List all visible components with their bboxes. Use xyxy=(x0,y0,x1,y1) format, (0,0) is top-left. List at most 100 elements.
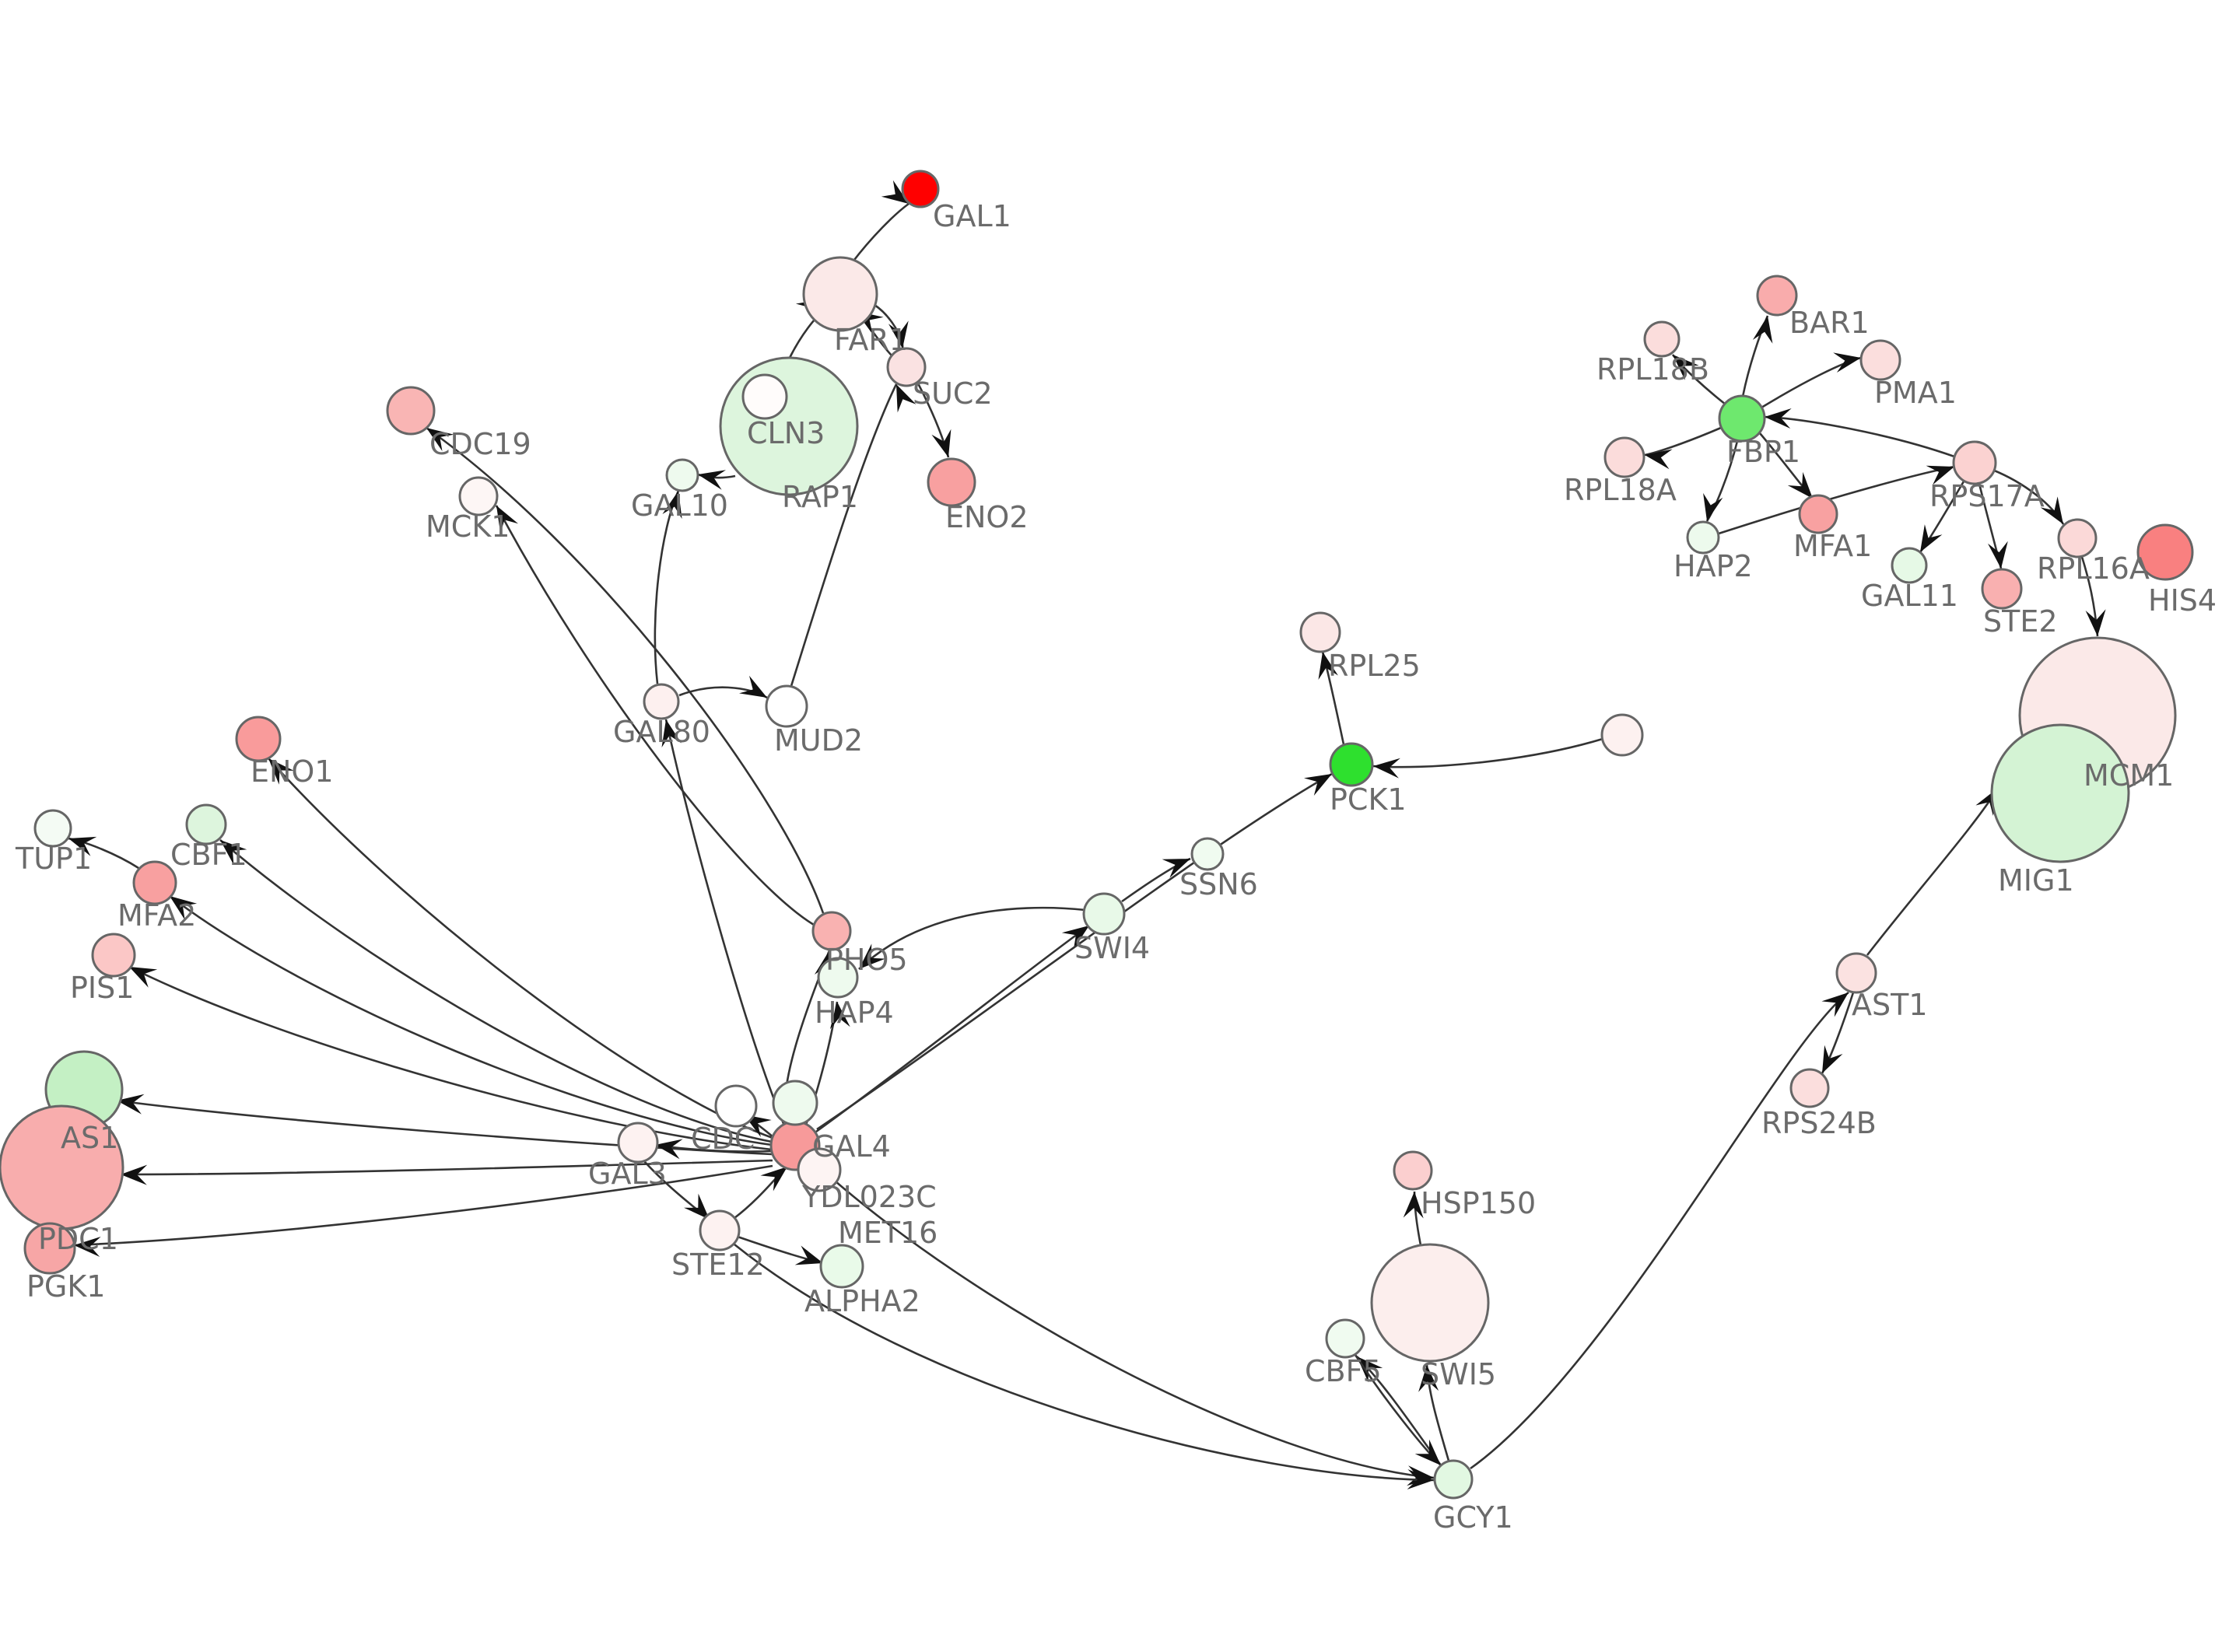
gene-label-rpl25: RPL25 xyxy=(1328,649,1421,683)
gene-label-gal11: GAL11 xyxy=(1861,579,1958,613)
arrowhead-icon xyxy=(2040,496,2063,524)
arrowhead-icon xyxy=(1926,465,1954,485)
gene-label-ast1: AST1 xyxy=(1852,988,1928,1022)
edge-gal4-to-pgk1 xyxy=(73,1164,773,1247)
arrowhead-icon xyxy=(1403,1192,1424,1219)
gene-node-ste2[interactable] xyxy=(1981,568,2023,610)
arrowhead-icon xyxy=(1821,992,1849,1017)
gene-node-fbp1[interactable] xyxy=(1718,394,1766,443)
gene-label-tup1: TUP1 xyxy=(15,842,92,876)
gene-node-ast1[interactable] xyxy=(1835,952,1877,994)
gene-label-swi4: SWI4 xyxy=(1074,931,1150,965)
gene-node-eno1[interactable] xyxy=(235,716,282,762)
gene-label-eno2: ENO2 xyxy=(945,500,1029,534)
gene-node-rps24b[interactable] xyxy=(1789,1068,1830,1108)
arrowhead-icon xyxy=(1357,1356,1383,1383)
gene-node-hap4[interactable] xyxy=(817,957,859,999)
gene-label-mfa1: MFA1 xyxy=(1793,529,1872,563)
gene-node-tup1[interactable] xyxy=(33,809,72,848)
gene-label-cbf5: CBF5 xyxy=(1305,1354,1382,1388)
gene-label-gcy1: GCY1 xyxy=(1433,1500,1513,1535)
gene-label-gal80: GAL80 xyxy=(613,715,710,749)
gene-label-rpl16a: RPL16A xyxy=(2037,551,2150,586)
gene-label-pma1: PMA1 xyxy=(1874,376,1957,410)
gene-node-rpl18b[interactable] xyxy=(1643,320,1681,358)
arrowhead-icon xyxy=(496,506,518,534)
gene-label-has1: AS1 xyxy=(61,1121,118,1155)
gene-node-pma1[interactable] xyxy=(1859,339,1901,381)
gene-node-gcy1[interactable] xyxy=(1433,1459,1474,1500)
gene-node-gal10[interactable] xyxy=(665,458,699,492)
gene-node-bar1[interactable] xyxy=(1756,275,1798,317)
edge-ste12-to-gcy1 xyxy=(734,1243,1435,1482)
gene-node-his4[interactable] xyxy=(2136,523,2194,581)
gene-label-fbp1: FBP1 xyxy=(1726,435,1800,469)
gene-node-rps17a[interactable] xyxy=(1952,440,1997,485)
gene-node-gal11[interactable] xyxy=(1891,547,1928,584)
arrowhead-icon xyxy=(881,180,909,204)
gene-node-rpl18a[interactable] xyxy=(1603,436,1645,478)
arrowhead-icon xyxy=(74,1237,101,1257)
gene-label-pgk1: PGK1 xyxy=(26,1269,105,1304)
edge-hap2-to-rps17a xyxy=(1718,465,1955,535)
gene-label-mck1: MCK1 xyxy=(426,509,510,544)
gene-node-far1[interactable] xyxy=(802,256,878,332)
gene-node-cbf1[interactable] xyxy=(185,803,227,845)
edge-gal4-to-pis1 xyxy=(128,965,773,1151)
gene-node-gal3[interactable] xyxy=(617,1122,659,1164)
gene-node-swi4[interactable] xyxy=(1082,892,1126,936)
arrowhead-icon xyxy=(1645,449,1673,470)
arrowhead-icon xyxy=(1414,1439,1441,1465)
arrowhead-icon xyxy=(68,836,97,856)
gene-node-gal80[interactable] xyxy=(643,683,680,720)
gene-node-cbf5[interactable] xyxy=(1325,1318,1365,1359)
gene-node-rpl16a[interactable] xyxy=(2057,518,2098,558)
edge-gcy1-to-ast1 xyxy=(1470,991,1849,1470)
arrowhead-icon xyxy=(931,429,952,457)
arrowhead-icon xyxy=(426,428,454,452)
gene-node-eno2[interactable] xyxy=(927,457,976,507)
arrowhead-icon xyxy=(661,719,682,747)
gene-node-ssn6[interactable] xyxy=(1190,837,1225,871)
gene-node-hsp150[interactable] xyxy=(1393,1150,1433,1191)
gene-node-pck1[interactable] xyxy=(1329,742,1374,787)
gene-node-alpha2[interactable] xyxy=(819,1244,864,1289)
arrowhead-icon xyxy=(760,1167,787,1192)
arrowhead-icon xyxy=(121,1164,148,1185)
arrowhead-icon xyxy=(1765,408,1792,429)
gene-node-mud2[interactable] xyxy=(765,684,808,728)
gene-node-pis1[interactable] xyxy=(91,933,136,978)
gene-label-hap2: HAP2 xyxy=(1674,549,1753,583)
arrowhead-icon xyxy=(896,384,916,413)
gene-node-cdc19[interactable] xyxy=(386,386,436,436)
gene-node-cdc39[interactable] xyxy=(714,1084,758,1128)
gene-node-mfa2[interactable] xyxy=(132,860,177,905)
gene-node-pho5[interactable] xyxy=(811,911,852,951)
gene-label-gal1: GAL1 xyxy=(933,199,1011,233)
arrowhead-icon xyxy=(2085,609,2106,636)
gene-node-gal1[interactable] xyxy=(901,170,940,208)
gene-node-rpl25[interactable] xyxy=(1299,611,1341,653)
arrowhead-icon xyxy=(1787,471,1813,499)
gene-node-mfa1[interactable] xyxy=(1798,494,1838,534)
arrowhead-icon xyxy=(794,1245,823,1265)
gene-node-mig1[interactable] xyxy=(1990,723,2130,863)
edge-pho5-to-cdc19 xyxy=(426,426,825,914)
gene-node-rap1[interactable] xyxy=(741,373,788,420)
edge-gal4-to-gcy1 xyxy=(815,1163,1435,1479)
gene-node-swi5[interactable] xyxy=(1370,1243,1490,1363)
gene-node-unk_pck1_r[interactable] xyxy=(1600,713,1644,757)
gene-node-pgk1[interactable] xyxy=(23,1222,76,1275)
edge-mud2-to-suc2 xyxy=(790,383,898,687)
gene-node-mck1[interactable] xyxy=(458,476,499,516)
gene-node-hap2[interactable] xyxy=(1686,520,1720,555)
edge-gal4-to-eno1 xyxy=(268,758,773,1139)
gene-node-ydl023c[interactable] xyxy=(797,1147,842,1192)
gene-node-suc2[interactable] xyxy=(886,347,927,387)
arrowhead-icon xyxy=(1373,758,1400,779)
gene-node-unk_gal4_top[interactable] xyxy=(772,1080,818,1126)
gene-node-ste12[interactable] xyxy=(699,1209,741,1251)
gene-label-swi5: SWI5 xyxy=(1421,1357,1496,1391)
arrowhead-icon xyxy=(698,470,726,490)
